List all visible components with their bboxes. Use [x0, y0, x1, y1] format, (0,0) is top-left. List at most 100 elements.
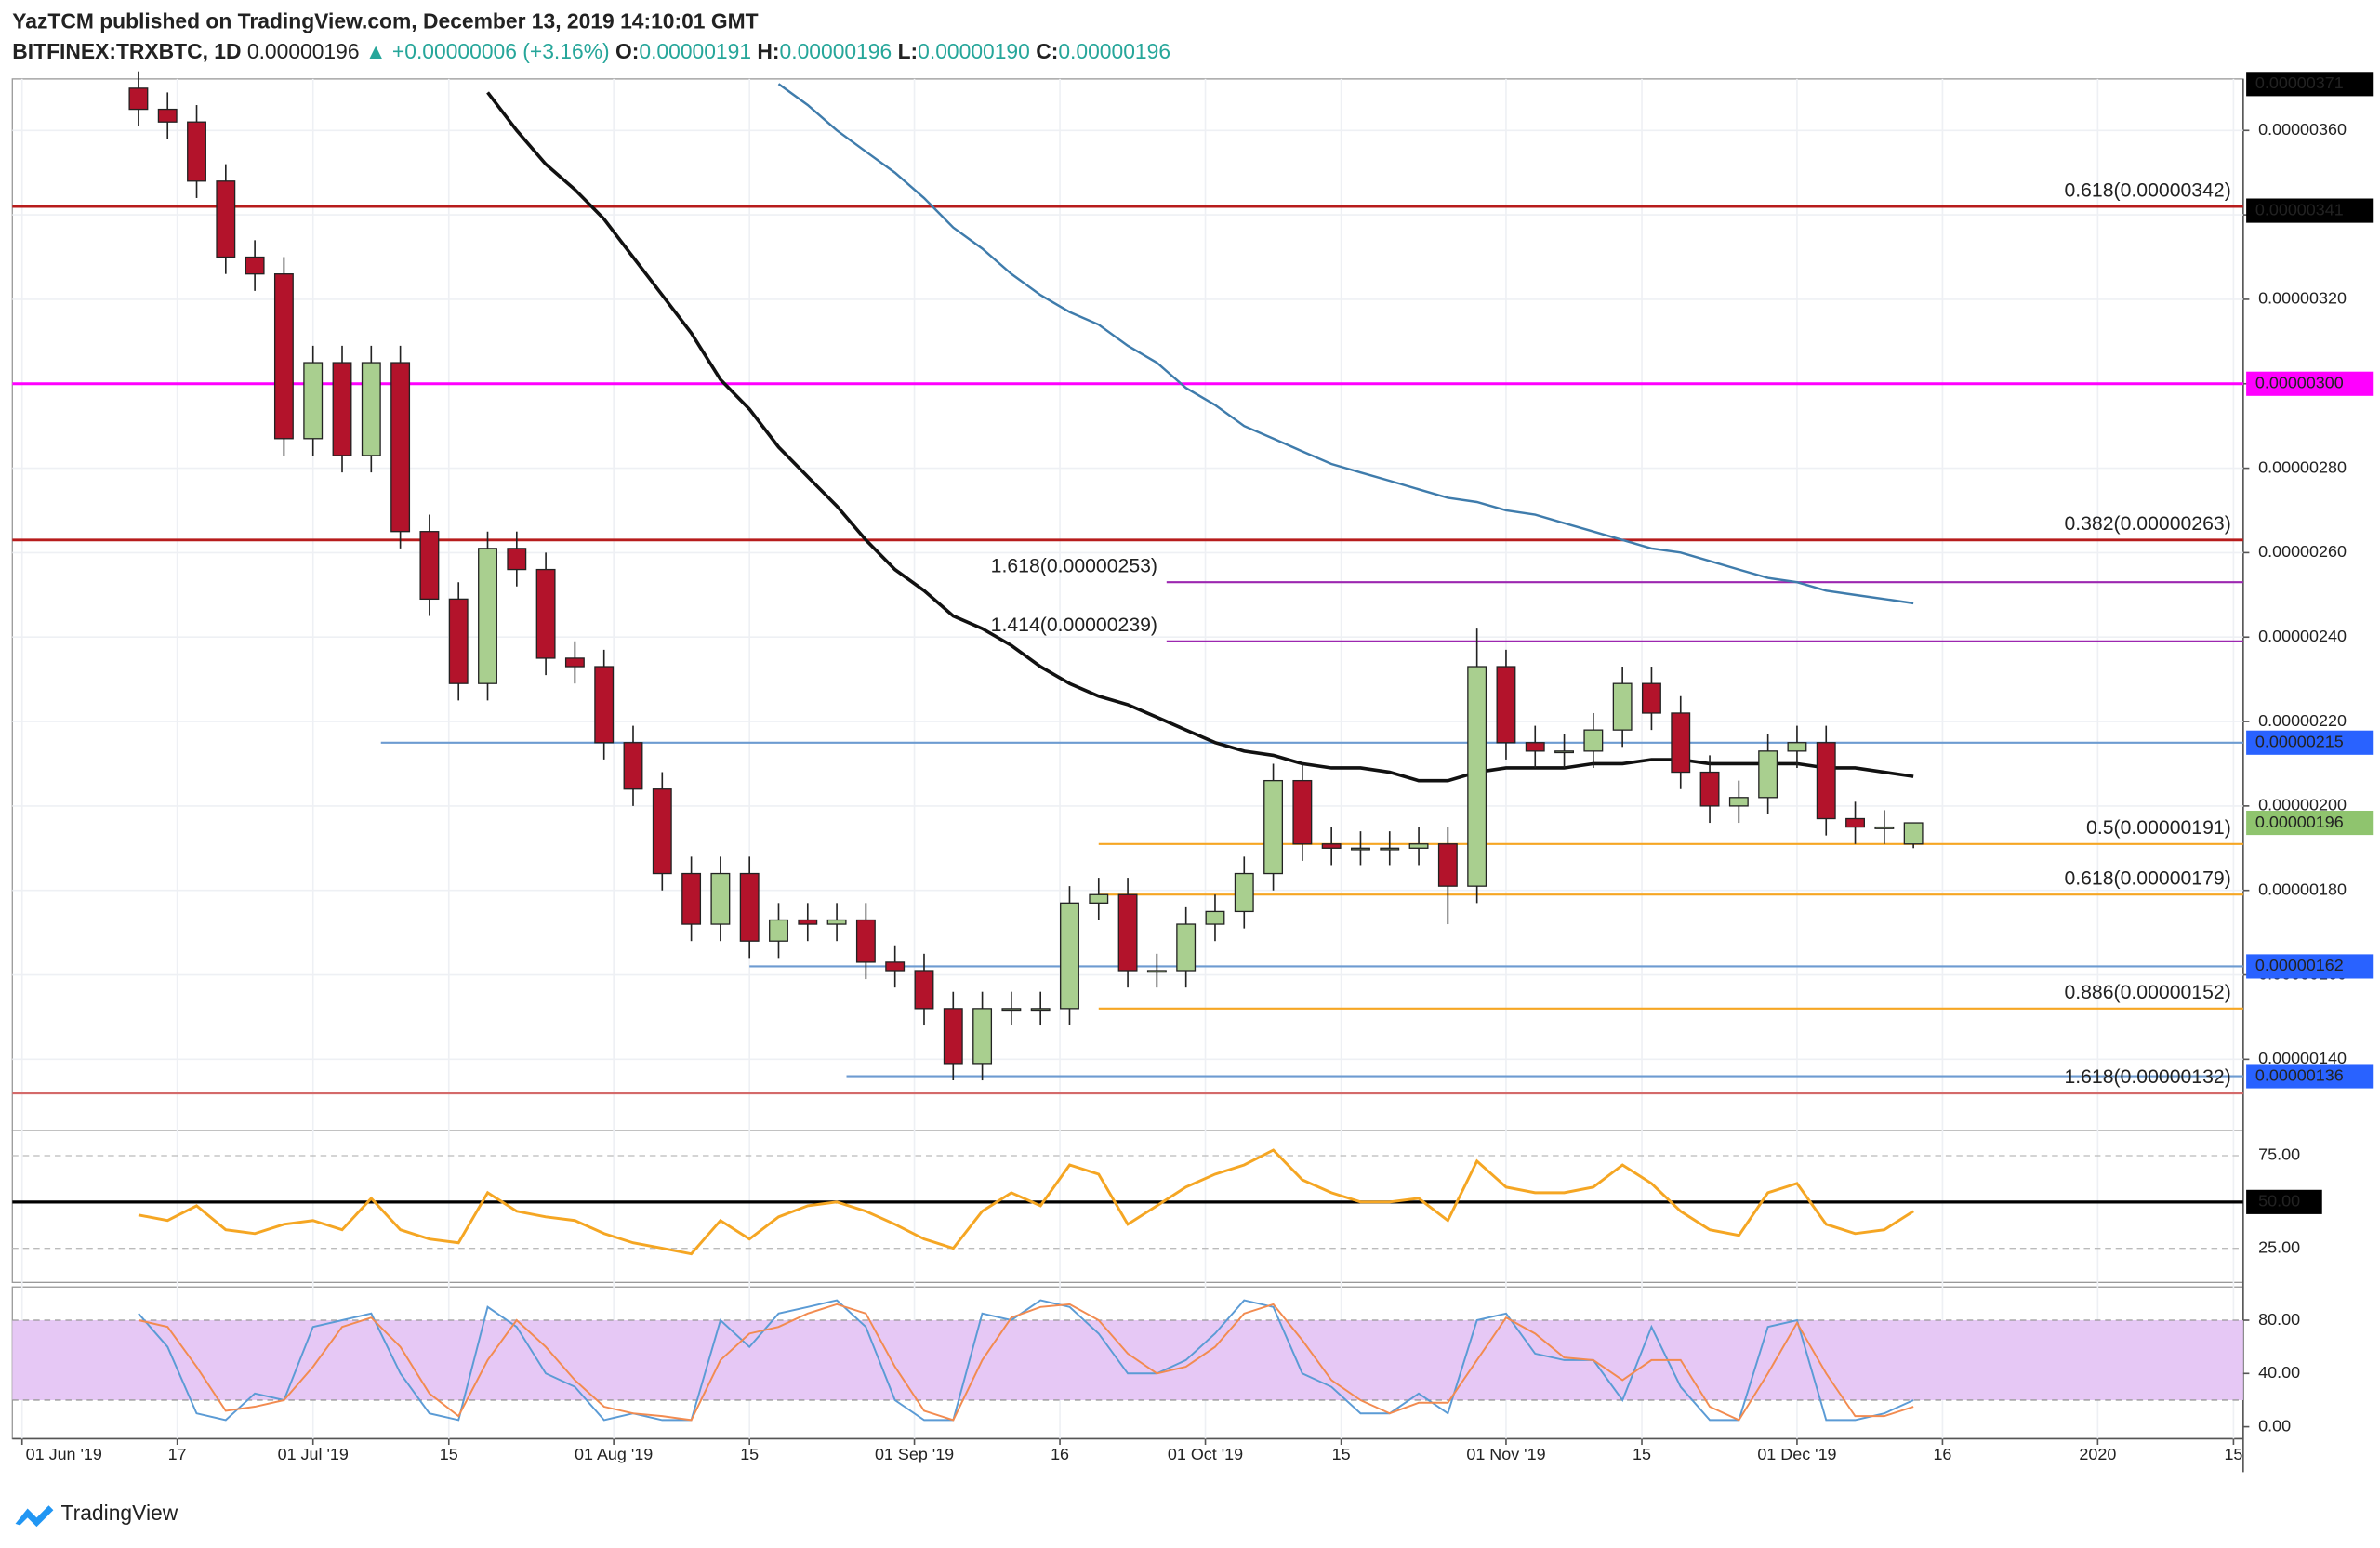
rsi-tag [2246, 1189, 2322, 1214]
candle-body [448, 598, 469, 684]
candle-body [157, 108, 178, 123]
x-tick-label: 15 [440, 1445, 458, 1463]
candle-body [1437, 843, 1458, 887]
h-label: H: [757, 39, 779, 63]
candle-body [594, 666, 615, 744]
candle-body [419, 531, 440, 601]
y-tick-label: 40.00 [2258, 1363, 2300, 1382]
level-label: 0.886(0.00000152) [2064, 982, 2230, 1003]
price-tag-label: 0.00000162 [2255, 956, 2344, 974]
candle-body [128, 87, 149, 111]
symbol-line: BITFINEX:TRXBTC, 1D 0.00000196 ▲ +0.0000… [12, 39, 1170, 63]
candle-body [536, 568, 556, 659]
candle-body [187, 121, 206, 182]
level-label: 0.382(0.00000263) [2064, 513, 2230, 535]
y-tick-label: 0.00000260 [2258, 542, 2347, 561]
price-tag-label: 0.00000215 [2255, 732, 2344, 750]
x-tick-label: 01 Nov '19 [1466, 1445, 1545, 1463]
y-tick-label: 75.00 [2258, 1145, 2300, 1164]
candle-body [245, 256, 265, 275]
price-tag-label: 0.00000136 [2255, 1065, 2344, 1084]
level-label: 0.618(0.00000342) [2064, 179, 2230, 201]
candle-body [1089, 893, 1109, 904]
candle-body [1496, 666, 1516, 744]
candle-body [1321, 843, 1342, 849]
l: 0.00000190 [918, 39, 1030, 63]
candle-body [507, 548, 527, 571]
level-label: 1.618(0.00000132) [2064, 1066, 2230, 1088]
candle-body [1612, 682, 1633, 731]
candle-body [914, 970, 934, 1010]
price-tag [2246, 198, 2374, 223]
y-tick-label: 0.00 [2258, 1416, 2291, 1435]
y-tick-label: 80.00 [2258, 1310, 2300, 1329]
brand[interactable]: TradingView [15, 1501, 178, 1528]
candle-body [273, 273, 294, 440]
candle-body [1001, 1008, 1022, 1012]
candle-body [390, 362, 411, 533]
price-tag [2246, 72, 2374, 97]
candle-body [769, 919, 788, 942]
level-label: 1.618(0.00000253) [991, 555, 1157, 576]
candle-body [1117, 893, 1138, 972]
x-tick-label: 16 [1933, 1445, 1951, 1463]
x-tick-label: 01 Oct '19 [1168, 1445, 1243, 1463]
candle-body [1234, 872, 1254, 913]
x-tick-label: 16 [1051, 1445, 1069, 1463]
price-tag [2246, 810, 2374, 836]
candle-body [1845, 817, 1865, 828]
y-tick-label: 0.00000180 [2258, 880, 2347, 898]
candle-body [1728, 797, 1749, 807]
candle-body [623, 742, 643, 790]
candle-body [1263, 779, 1284, 875]
candle-body [332, 362, 352, 456]
l-label: L: [898, 39, 919, 63]
candle-body [855, 919, 876, 963]
candle-body [739, 872, 760, 942]
price-tag-label: 0.00000371 [2255, 73, 2344, 92]
candle-body [216, 180, 236, 258]
y-tick-label: 0.00000200 [2258, 796, 2347, 814]
moving-average [777, 83, 1914, 605]
x-tick-label: 01 Aug '19 [575, 1445, 653, 1463]
x-tick-label: 15 [2224, 1445, 2242, 1463]
candle-body [1525, 742, 1545, 752]
candle-body [943, 1008, 963, 1065]
x-tick-label: 01 Jul '19 [278, 1445, 349, 1463]
candle-body [1554, 750, 1574, 754]
candle-body [1642, 682, 1661, 714]
candle-body [1903, 822, 1924, 845]
price-tag [2246, 1064, 2374, 1089]
y-tick-label: 50.00 [2258, 1192, 2300, 1211]
y-tick-label: 0.00000320 [2258, 289, 2347, 308]
candle-body [1874, 826, 1895, 829]
candle-body [1176, 923, 1197, 972]
candle-body [1467, 666, 1488, 887]
candle-body [710, 872, 731, 925]
x-tick-label: 15 [1633, 1445, 1651, 1463]
candle-body [826, 919, 847, 925]
arrow: ▲ [365, 39, 387, 63]
y-tick-label: 0.00000220 [2258, 711, 2347, 730]
candle-body [972, 1008, 993, 1065]
symbol: BITFINEX:TRXBTC, 1D [12, 39, 241, 63]
x-tick-label: 01 Jun '19 [26, 1445, 102, 1463]
candle-body [1380, 847, 1400, 851]
candle-body [1351, 847, 1370, 851]
h: 0.00000196 [780, 39, 892, 63]
x-tick-label: 2020 [2079, 1445, 2116, 1463]
x-tick-label: 01 Dec '19 [1757, 1445, 1836, 1463]
candle-body [303, 362, 324, 440]
y-tick-label: 0.00000280 [2258, 457, 2347, 476]
level-label: 1.414(0.00000239) [991, 615, 1157, 636]
x-tick-label: 17 [168, 1445, 187, 1463]
o: 0.00000191 [639, 39, 751, 63]
last: 0.00000196 [247, 39, 360, 63]
candle-body [1292, 779, 1313, 845]
candle-body [1758, 750, 1778, 799]
stoch-band [12, 1320, 2243, 1400]
price-tag-label: 0.00000196 [2255, 813, 2344, 831]
change: +0.00000006 (+3.16%) [392, 39, 610, 63]
